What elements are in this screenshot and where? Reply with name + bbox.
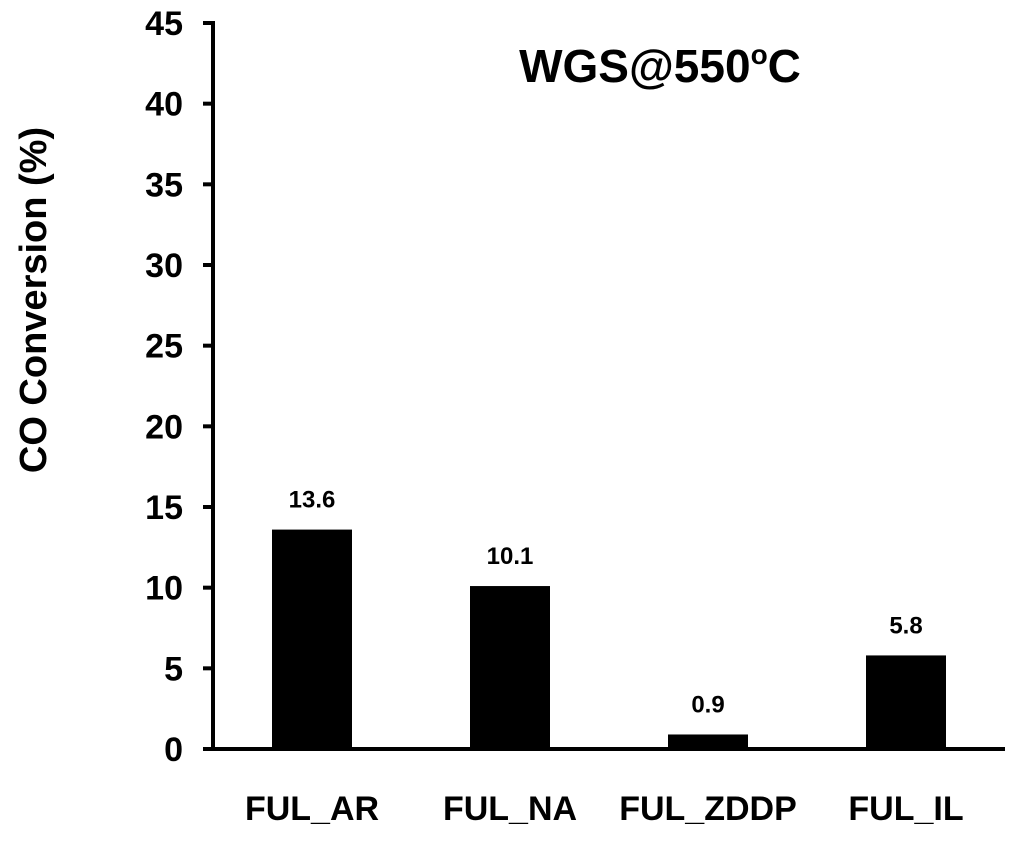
category-label: FUL_NA <box>443 790 577 828</box>
y-tick-label: 10 <box>145 570 183 608</box>
data-label: 5.8 <box>889 612 922 639</box>
y-axis-ticks: 0 5 10 15 20 25 30 35 40 45 <box>145 5 213 769</box>
bar-ful-ar <box>272 529 352 749</box>
category-labels: FUL_AR FUL_NA FUL_ZDDP FUL_IL <box>245 790 964 828</box>
bar-ful-zddp <box>668 734 748 749</box>
chart-title: WGS@550oC <box>519 39 801 92</box>
y-tick-label: 20 <box>145 408 183 446</box>
chart-title-suffix: C <box>768 40 801 92</box>
bars <box>272 529 946 749</box>
y-tick-label: 15 <box>145 489 183 527</box>
chart-title-superscript: o <box>751 39 768 70</box>
data-label: 13.6 <box>289 487 336 514</box>
category-label: FUL_AR <box>245 790 379 828</box>
data-labels: 13.6 10.1 0.9 5.8 <box>289 487 923 719</box>
category-label: FUL_ZDDP <box>619 790 797 828</box>
y-tick-label: 40 <box>145 86 183 124</box>
y-tick-label: 35 <box>145 166 183 204</box>
y-tick-label: 5 <box>164 650 183 688</box>
y-tick-label: 25 <box>145 328 183 366</box>
y-tick-label: 45 <box>145 5 183 43</box>
bar-ful-na <box>470 586 550 749</box>
y-tick-label: 30 <box>145 247 183 285</box>
y-axis-title: CO Conversion (%) <box>13 127 55 473</box>
y-tick-label: 0 <box>164 731 183 769</box>
data-label: 10.1 <box>487 543 534 570</box>
bar-ful-il <box>866 655 946 749</box>
category-label: FUL_IL <box>848 790 963 828</box>
chart-title-main: WGS@550 <box>519 40 750 92</box>
data-label: 0.9 <box>691 691 724 718</box>
